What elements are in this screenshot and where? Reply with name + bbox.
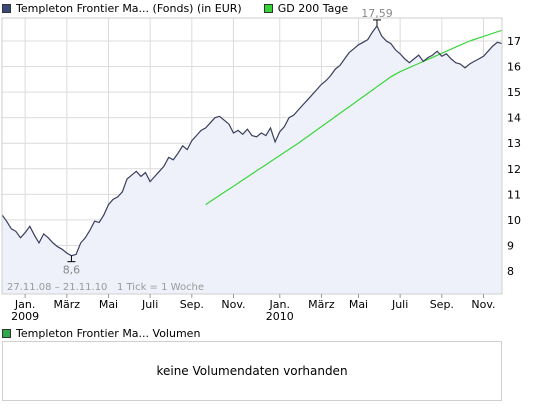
y-tick-label: 13 — [507, 137, 521, 150]
y-tick-label: 11 — [507, 188, 521, 201]
y-tick-label: 16 — [507, 61, 521, 74]
x-tick-year-label: 2009 — [11, 310, 39, 323]
y-tick-label: 8 — [507, 265, 514, 278]
x-tick-year-label: 2010 — [266, 310, 294, 323]
x-tick-label: Jan. — [269, 298, 290, 311]
x-tick-label: Juli — [391, 298, 408, 311]
date-range-note: 27.11.08 – 21.11.10 1 Tick = 1 Woche — [7, 282, 204, 293]
x-tick-label: Mai — [99, 298, 118, 311]
x-tick-label: Sep. — [180, 298, 204, 311]
legend-swatch-volume — [2, 328, 11, 338]
legend-label-price: Templeton Frontier Ma... (Fonds) (in EUR… — [16, 1, 242, 15]
price-line — [1, 24, 503, 257]
legend-label-ma: GD 200 Tage — [277, 1, 349, 15]
y-tick-label: 9 — [507, 239, 514, 252]
moving-average-line — [205, 29, 503, 206]
y-tick-label: 14 — [507, 112, 521, 125]
volume-empty-message: keine Volumendaten vorhanden — [156, 364, 348, 378]
x-tick-label: März — [308, 298, 335, 311]
plot-border — [1, 17, 503, 295]
extreme-markers: 17,59 8,6 — [63, 7, 393, 277]
x-tick-label: Juli — [141, 298, 158, 311]
y-tick-label: 17 — [507, 35, 521, 48]
y-tick-label: 15 — [507, 86, 521, 99]
legend-swatch-price — [2, 3, 11, 13]
y-tick-label: 10 — [507, 214, 521, 227]
x-tick-label: Nov. — [471, 298, 495, 311]
legend-swatch-ma — [263, 3, 273, 13]
x-tick-label: Jan. — [14, 298, 35, 311]
volume-legend-label: Templeton Frontier Ma... Volumen — [16, 326, 201, 340]
min-value-label: 8,6 — [63, 264, 81, 277]
price-area-fill — [2, 25, 502, 295]
y-tick-label: 12 — [507, 163, 521, 176]
legend: Templeton Frontier Ma... (Fonds) (in EUR… — [2, 1, 348, 15]
x-tick-label: Sep. — [430, 298, 454, 311]
x-tick-label: Nov. — [221, 298, 245, 311]
x-tick-label: März — [54, 298, 81, 311]
max-value-label: 17,59 — [361, 7, 393, 20]
y-axis-ticks: 8 9 10 11 12 13 14 15 16 17 — [507, 35, 521, 278]
volume-legend: Templeton Frontier Ma... Volumen — [2, 326, 200, 340]
volume-panel: keine Volumendaten vorhanden — [2, 341, 502, 401]
x-tick-label: Mai — [349, 298, 368, 311]
